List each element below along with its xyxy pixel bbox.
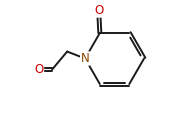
Text: O: O (34, 63, 44, 76)
Text: N: N (81, 52, 89, 65)
Text: O: O (94, 4, 103, 17)
